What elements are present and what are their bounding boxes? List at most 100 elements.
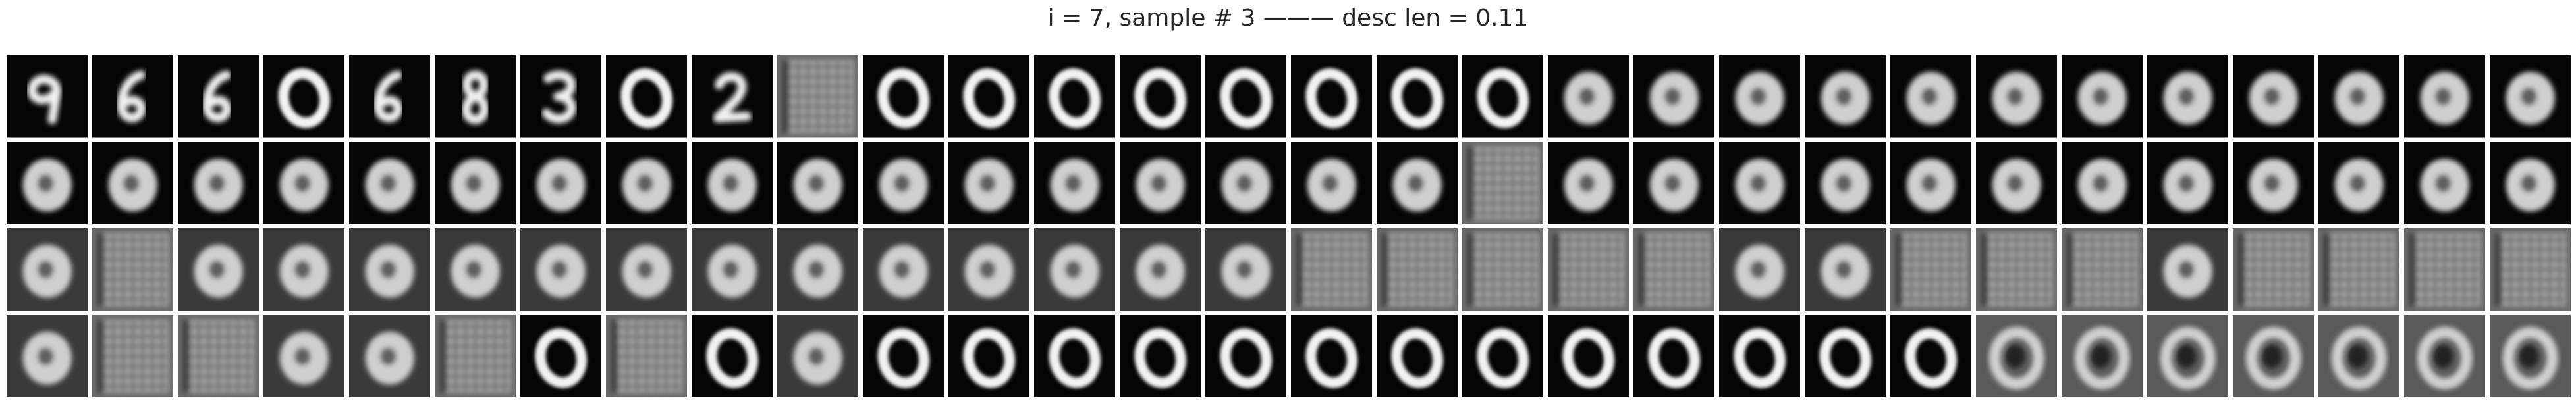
sample-image-grid <box>92 314 174 397</box>
sample-image-zero <box>1804 314 1886 397</box>
sample-image-blob <box>1033 141 1116 224</box>
sample-image-zero <box>862 314 945 397</box>
sample-image-nine <box>7 55 88 138</box>
sample-image-blob <box>1975 141 2058 224</box>
sample-image-blob <box>263 141 345 224</box>
sample-image-blob <box>2147 228 2229 311</box>
sample-image-blob <box>177 141 260 224</box>
sample-image-blob <box>92 141 174 224</box>
sample-image-blob <box>1633 55 1715 138</box>
sample-image-zero <box>1718 314 1801 397</box>
sample-image-blob <box>1033 228 1116 311</box>
sample-image-blob <box>7 141 88 224</box>
sample-image-blob <box>1547 55 1630 138</box>
sample-image-grid <box>605 314 688 397</box>
sample-image-blob <box>2403 141 2485 224</box>
sample-image-blob <box>2232 141 2315 224</box>
sample-image-grid <box>1462 228 1544 311</box>
sample-image-blob <box>691 228 773 311</box>
sample-image-blob <box>2318 55 2400 138</box>
sample-image-two <box>691 55 773 138</box>
sample-image-grid <box>92 228 174 311</box>
sample-image-grid <box>1547 228 1630 311</box>
sample-image-zero <box>1205 55 1287 138</box>
sample-image-zero <box>1033 314 1116 397</box>
sample-image-blob <box>1119 228 1201 311</box>
sample-image-blob <box>2403 55 2485 138</box>
sample-image-blob <box>434 141 516 224</box>
sample-image-blob <box>605 228 688 311</box>
sample-image-blob <box>2489 141 2571 224</box>
sample-image-blob <box>1718 55 1801 138</box>
sample-image-blob <box>1718 141 1801 224</box>
sample-image-noisy <box>2232 314 2315 397</box>
sample-image-blob <box>348 314 431 397</box>
sample-image-eight <box>434 55 516 138</box>
sample-image-blob <box>1804 141 1886 224</box>
sample-image-blob <box>1119 141 1201 224</box>
sample-image-blob <box>1633 141 1715 224</box>
sample-image-zero <box>862 55 945 138</box>
sample-image-grid <box>1975 228 2058 311</box>
sample-image-noisy <box>1975 314 2058 397</box>
sample-image-zero <box>1376 55 1458 138</box>
sample-image-blob <box>177 228 260 311</box>
sample-image-zero <box>1119 314 1201 397</box>
sample-image-blob <box>348 228 431 311</box>
sample-image-blob <box>1205 141 1287 224</box>
sample-image-grid <box>2489 228 2571 311</box>
sample-image-zero <box>1462 314 1544 397</box>
sample-image-grid <box>777 55 859 138</box>
sample-image-blob <box>263 228 345 311</box>
sample-image-blob <box>1376 141 1458 224</box>
sample-image-zero <box>1633 314 1715 397</box>
sample-image-noisy <box>2403 314 2485 397</box>
sample-image-blob <box>1890 55 1972 138</box>
sample-image-blob <box>7 228 88 311</box>
sample-image-blob <box>1804 55 1886 138</box>
sample-image-blob <box>777 314 859 397</box>
sample-image-zero <box>691 314 773 397</box>
sample-image-noisy <box>2318 314 2400 397</box>
sample-image-blob <box>434 228 516 311</box>
sample-image-zero <box>605 55 688 138</box>
sample-image-zero <box>1547 314 1630 397</box>
sample-image-blob <box>263 314 345 397</box>
sample-image-zero <box>1376 314 1458 397</box>
sample-image-six <box>348 55 431 138</box>
sample-image-six <box>92 55 174 138</box>
sample-image-blob <box>520 141 602 224</box>
sample-image-blob <box>1975 55 2058 138</box>
sample-image-blob <box>948 141 1030 224</box>
sample-image-noisy <box>2489 314 2571 397</box>
sample-image-grid <box>1633 228 1715 311</box>
sample-image-blob <box>348 141 431 224</box>
sample-image-grid <box>2061 228 2143 311</box>
figure-title: i = 7, sample # 3 ——— desc len = 0.11 <box>1047 5 1529 32</box>
sample-image-blob <box>1718 228 1801 311</box>
sample-image-blob <box>1290 141 1373 224</box>
sample-image-zero <box>1033 55 1116 138</box>
sample-image-blob <box>1804 228 1886 311</box>
sample-image-zero <box>1205 314 1287 397</box>
sample-image-grid <box>2232 228 2315 311</box>
sample-image-zero <box>948 314 1030 397</box>
sample-image-zero <box>1290 55 1373 138</box>
sample-image-blob <box>777 141 859 224</box>
sample-image-six <box>177 55 260 138</box>
sample-image-blob <box>2147 55 2229 138</box>
sample-image-zero <box>263 55 345 138</box>
sample-image-zero <box>1462 55 1544 138</box>
sample-image-noisy <box>2061 314 2143 397</box>
sample-image-three <box>520 55 602 138</box>
sample-image-grid <box>1376 228 1458 311</box>
sample-image-blob <box>1205 228 1287 311</box>
sample-image-blob <box>1547 141 1630 224</box>
sample-image-grid <box>2318 228 2400 311</box>
sample-image-blob <box>520 228 602 311</box>
sample-image-zero <box>1119 55 1201 138</box>
sample-image-blob <box>1890 141 1972 224</box>
sample-image-blob <box>862 141 945 224</box>
sample-image-blob <box>2489 55 2571 138</box>
